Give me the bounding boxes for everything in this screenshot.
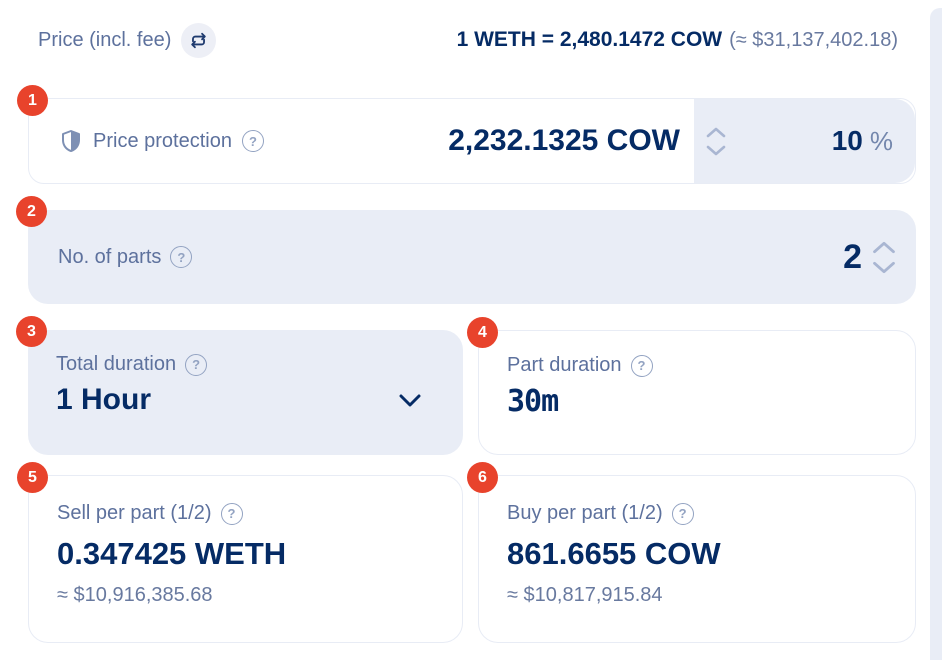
sell-per-part-help-icon[interactable]: ?: [220, 502, 243, 525]
price-fiat-value: (≈ $31,137,402.18): [729, 29, 898, 51]
sell-per-part-card: 5 Sell per part (1/2) ? 0.347425 WETH ≈ …: [17, 462, 463, 643]
step-marker-5: 5: [17, 462, 48, 493]
price-label: Price (incl. fee): [38, 28, 172, 51]
part-duration-value-row: 30m: [507, 384, 887, 419]
price-protection-label-row: Price protection ?: [59, 129, 264, 153]
buy-per-part-help-icon[interactable]: ?: [671, 502, 694, 525]
part-duration-value: 30m: [507, 384, 559, 419]
sell-per-part-label-row: Sell per part (1/2) ?: [57, 502, 434, 525]
adjacent-panel-edge: [930, 8, 942, 660]
percent-stepper: [706, 127, 726, 156]
price-protection-card: 1 Price protection ? 2,232.1325 COW: [17, 85, 916, 184]
num-parts-decrease-button[interactable]: [872, 261, 896, 274]
num-parts-label: No. of parts: [58, 245, 162, 268]
num-parts-value-group: 2: [843, 238, 896, 277]
step-marker-3: 3: [16, 316, 47, 347]
chevron-down-icon: [399, 394, 421, 407]
swap-arrows-icon: [191, 32, 207, 48]
sell-per-part-fiat: ≈ $10,916,385.68: [57, 584, 213, 606]
total-duration-help-icon[interactable]: ?: [185, 353, 208, 376]
price-protection-percent-field: 10 %: [694, 99, 915, 183]
price-label-group: Price (incl. fee): [38, 22, 217, 58]
price-value-group: 1 WETH = 2,480.1472 COW (≈ $31,137,402.1…: [457, 28, 898, 52]
percent-input[interactable]: 10: [831, 125, 863, 156]
part-duration-help-icon[interactable]: ?: [630, 354, 653, 377]
price-value: 1 WETH = 2,480.1472 COW: [456, 28, 723, 51]
num-parts-label-row: No. of parts ?: [58, 245, 193, 269]
num-parts-increase-button[interactable]: [872, 241, 896, 254]
num-parts-input[interactable]: 2: [843, 237, 862, 276]
buy-per-part-card: 6 Buy per part (1/2) ? 861.6655 COW ≈ $1…: [467, 462, 916, 643]
price-protection-amount-input[interactable]: 2,232.1325 COW: [448, 124, 680, 157]
num-parts-help-icon[interactable]: ?: [170, 246, 193, 268]
part-duration-card: 4 Part duration ? 30m: [467, 317, 916, 455]
step-marker-1: 1: [17, 85, 48, 116]
step-marker-2: 2: [16, 196, 47, 227]
num-parts-stepper: [872, 241, 896, 274]
percent-value-group: 10 %: [832, 125, 893, 157]
total-duration-select[interactable]: 3 Total duration ? 1 Hour: [16, 316, 463, 455]
num-parts-card: 2 No. of parts ? 2: [16, 196, 916, 304]
price-protection-main: Price protection ? 2,232.1325 COW: [29, 99, 694, 183]
buy-per-part-fiat: ≈ $10,817,915.84: [507, 584, 663, 606]
total-duration-label-row: Total duration ?: [56, 353, 435, 376]
sell-per-part-value: 0.347425 WETH: [57, 536, 287, 571]
invert-price-button[interactable]: [181, 22, 217, 58]
percent-sign: %: [869, 126, 893, 156]
total-duration-value-row: 1 Hour: [56, 383, 435, 417]
percent-increase-button[interactable]: [706, 127, 726, 138]
percent-decrease-button[interactable]: [706, 145, 726, 156]
total-duration-value: 1 Hour: [56, 383, 152, 416]
step-marker-6: 6: [467, 462, 498, 493]
buy-per-part-label: Buy per part (1/2): [507, 502, 663, 524]
buy-per-part-value: 861.6655 COW: [507, 536, 721, 571]
buy-per-part-label-row: Buy per part (1/2) ?: [507, 502, 887, 525]
price-protection-help-icon[interactable]: ?: [241, 130, 264, 152]
part-duration-label: Part duration: [507, 354, 622, 376]
total-duration-label: Total duration: [56, 353, 177, 375]
shield-icon: [62, 130, 80, 152]
step-marker-4: 4: [467, 317, 498, 348]
price-row: Price (incl. fee) 1 WETH = 2,480.1472 CO…: [38, 20, 898, 60]
part-duration-label-row: Part duration ?: [507, 354, 887, 377]
price-protection-label: Price protection: [93, 129, 232, 152]
sell-per-part-label: Sell per part (1/2): [57, 502, 212, 524]
